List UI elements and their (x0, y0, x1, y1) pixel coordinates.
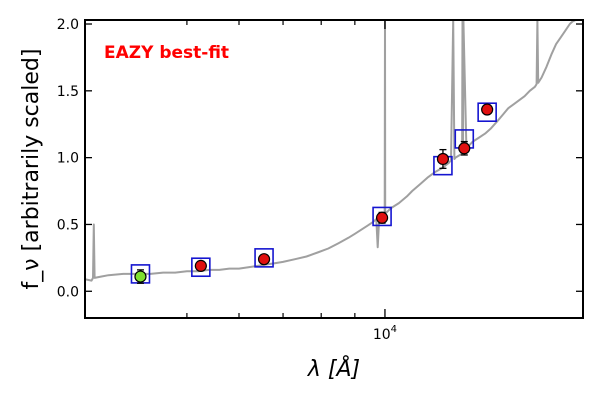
y-tick-label: 1.5 (57, 84, 79, 100)
observed-photometry-layer (134, 103, 494, 284)
model-photometry-layer (130, 102, 497, 284)
model-spectrum-layer (85, 20, 577, 282)
observed-point (194, 259, 207, 272)
y-tick-label: 0.0 (57, 284, 79, 300)
y-tick-label: 1.0 (57, 151, 79, 167)
model-photometry-box (477, 102, 497, 123)
observed-point (436, 152, 450, 166)
x-axis-title: λ [Å] (307, 355, 360, 382)
model-photometry-box (372, 206, 392, 227)
y-tick-label: 0.5 (57, 217, 79, 233)
y-axis-title: f_ν [arbitrarily scaled] (19, 49, 44, 290)
observed-point (458, 142, 471, 155)
model-photometry-box (254, 248, 274, 268)
x-tick-label: 104 (373, 324, 397, 343)
observed-point (375, 211, 389, 224)
plot-frame (84, 19, 584, 319)
axes-layer: 0.0 0.5 1.0 1.5 2.0 104 (57, 17, 584, 343)
y-tick-label: 2.0 (57, 17, 79, 33)
observed-point (134, 270, 147, 283)
model-spectrum-line (85, 20, 577, 282)
observed-point (481, 103, 494, 116)
observed-point (257, 253, 271, 266)
chart-annotation: EAZY best-fit (104, 43, 229, 63)
model-photometry-box (191, 257, 211, 278)
